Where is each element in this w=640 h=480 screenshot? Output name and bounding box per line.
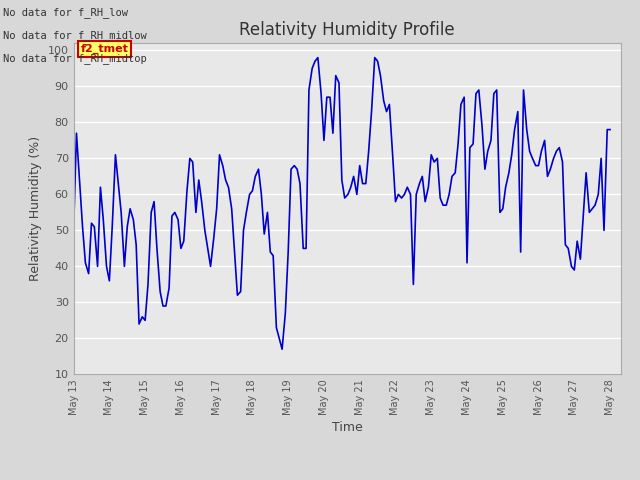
X-axis label: Time: Time	[332, 420, 363, 434]
Text: No data for f_RH_midlow: No data for f_RH_midlow	[3, 30, 147, 41]
Text: f2_tmet: f2_tmet	[81, 44, 129, 54]
Y-axis label: Relativity Humidity (%): Relativity Humidity (%)	[29, 136, 42, 281]
Text: No data for f_RH_midtop: No data for f_RH_midtop	[3, 53, 147, 64]
Title: Relativity Humidity Profile: Relativity Humidity Profile	[239, 21, 455, 39]
Text: No data for f_RH_low: No data for f_RH_low	[3, 7, 128, 18]
